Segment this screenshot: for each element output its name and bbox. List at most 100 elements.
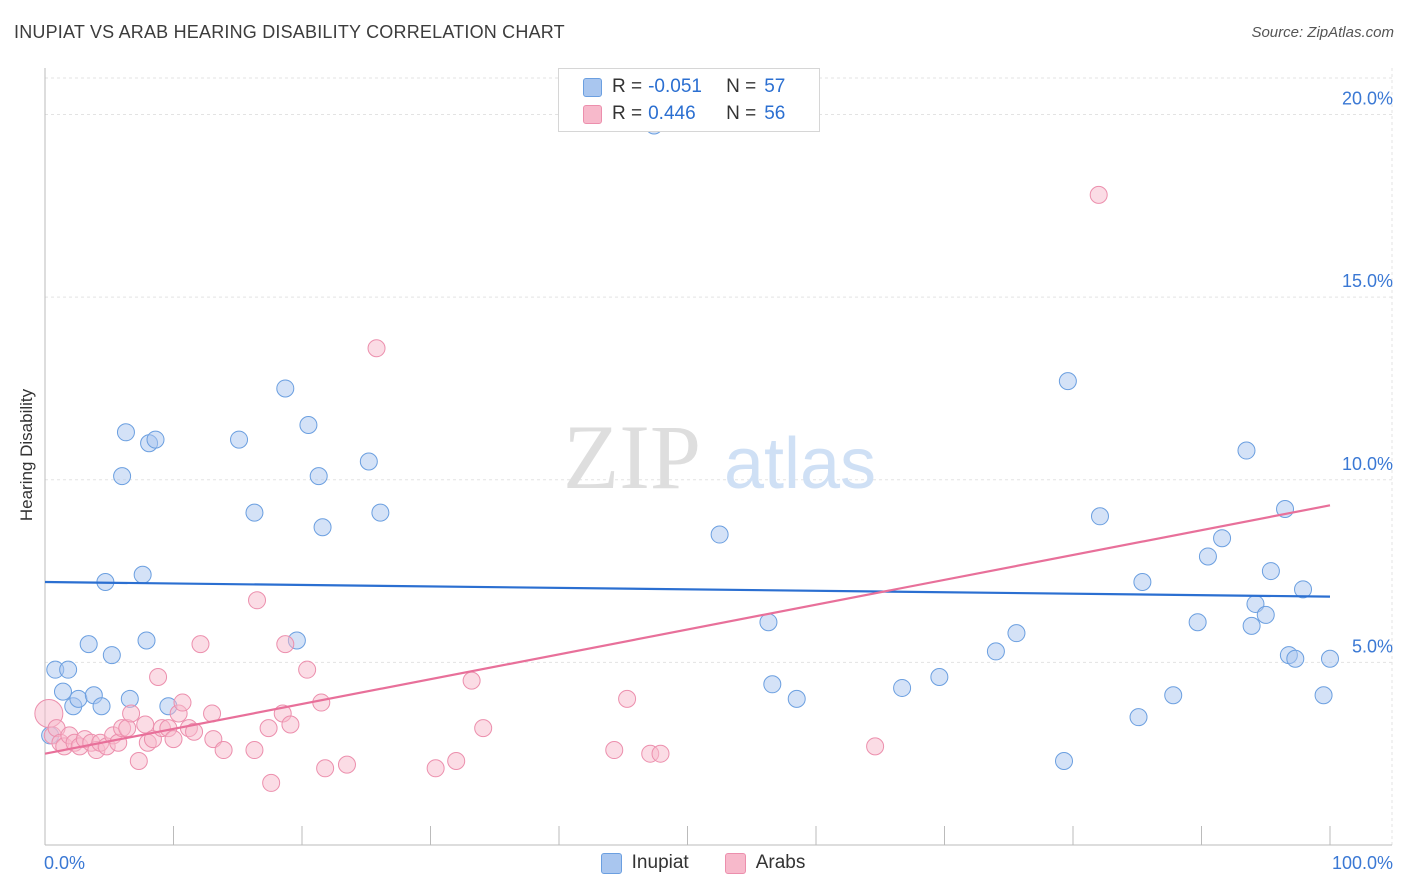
point-arabs — [149, 667, 168, 686]
n-value: 57 — [764, 76, 786, 97]
point-arabs — [281, 715, 300, 734]
watermark-atlas: atlas — [724, 424, 876, 504]
point-inupiat — [1090, 507, 1109, 526]
point-inupiat — [1198, 547, 1217, 566]
point-inupiat — [930, 667, 949, 686]
point-inupiat — [1314, 686, 1333, 705]
point-inupiat — [1261, 562, 1280, 581]
point-inupiat — [1213, 529, 1232, 548]
point-inupiat — [102, 646, 121, 665]
tick-labels: 5.0% 10.0% 15.0% 20.0% 0.0% 100.0% — [44, 89, 1393, 873]
point-inupiat — [1286, 649, 1305, 668]
point-inupiat — [371, 503, 390, 522]
legend-item-inupiat[interactable]: Inupiat — [600, 852, 689, 874]
point-inupiat — [1164, 686, 1183, 705]
grid-lines — [45, 68, 1393, 845]
y-tick-label: 15.0% — [1342, 271, 1393, 291]
x-tick-label-min: 0.0% — [44, 853, 85, 873]
r-value: 0.446 — [648, 103, 696, 124]
n-value: 56 — [764, 103, 786, 124]
legend: Inupiat Arabs — [0, 852, 1406, 874]
point-arabs — [214, 741, 233, 760]
stats-swatch-arabs — [583, 104, 602, 124]
point-inupiat — [133, 565, 152, 584]
stats-row-arabs: R = 0.446 N = 56 — [583, 102, 785, 126]
point-inupiat — [1133, 573, 1152, 592]
point-inupiat — [893, 678, 912, 697]
point-arabs — [337, 755, 356, 774]
chart-title: INUPIAT VS ARAB HEARING DISABILITY CORRE… — [14, 22, 565, 42]
point-arabs — [1089, 185, 1108, 204]
point-arabs — [276, 635, 295, 654]
point-inupiat — [313, 518, 332, 537]
point-inupiat — [230, 430, 249, 449]
point-inupiat — [1242, 616, 1261, 635]
n-label: N = — [726, 76, 757, 97]
point-arabs — [618, 689, 637, 708]
stats-swatch-inupiat — [583, 77, 602, 97]
point-arabs — [447, 751, 466, 770]
point-arabs — [164, 730, 183, 749]
point-inupiat — [1129, 708, 1148, 727]
point-arabs — [651, 744, 670, 763]
point-inupiat — [1294, 580, 1313, 599]
point-arabs — [367, 339, 386, 358]
point-inupiat — [1321, 649, 1339, 668]
point-inupiat — [245, 503, 264, 522]
y-tick-label: 20.0% — [1342, 89, 1393, 109]
point-arabs — [191, 635, 210, 654]
point-arabs — [173, 693, 192, 712]
point-inupiat — [1256, 605, 1275, 624]
point-arabs — [262, 773, 281, 792]
legend-label-arabs: Arabs — [755, 852, 806, 873]
point-inupiat — [92, 697, 111, 716]
point-inupiat — [1055, 751, 1074, 770]
point-inupiat — [787, 689, 806, 708]
point-inupiat — [116, 423, 135, 442]
watermark-zip: ZIP — [563, 406, 701, 508]
y-axis-label: Hearing Disability — [17, 388, 36, 522]
point-inupiat — [146, 430, 165, 449]
point-arabs — [122, 704, 141, 723]
point-arabs — [316, 759, 335, 778]
n-label: N = — [726, 103, 757, 124]
point-inupiat — [309, 467, 328, 486]
point-arabs — [866, 737, 885, 756]
y-tick-label: 10.0% — [1342, 454, 1393, 474]
y-tick-label: 5.0% — [1352, 636, 1393, 656]
point-inupiat — [1237, 441, 1256, 460]
point-inupiat — [759, 613, 778, 632]
point-arabs — [248, 591, 267, 610]
r-label: R = — [612, 103, 643, 124]
point-inupiat — [79, 635, 98, 654]
trend-line-arabs — [44, 504, 1331, 755]
data-points — [34, 116, 1339, 792]
r-value: -0.051 — [648, 76, 702, 97]
point-inupiat — [299, 415, 318, 434]
point-inupiat — [69, 689, 88, 708]
point-inupiat — [359, 452, 378, 471]
point-arabs — [259, 719, 278, 738]
point-inupiat — [53, 682, 72, 701]
point-arabs — [129, 751, 148, 770]
point-arabs — [474, 719, 493, 738]
point-inupiat — [710, 525, 729, 544]
legend-swatch-arabs — [724, 852, 746, 874]
point-inupiat — [1007, 624, 1026, 643]
point-inupiat — [59, 660, 78, 679]
r-label: R = — [612, 76, 643, 97]
x-tick-label-max: 100.0% — [1332, 853, 1393, 873]
point-arabs — [462, 671, 481, 690]
trend-lines — [44, 504, 1331, 755]
point-arabs — [185, 722, 204, 741]
point-inupiat — [137, 631, 156, 650]
point-arabs — [245, 741, 264, 760]
y-axis-label-wrap: Hearing Disability — [17, 323, 37, 521]
point-arabs — [426, 759, 445, 778]
legend-item-arabs[interactable]: Arabs — [724, 852, 806, 874]
stats-row-inupiat: R = -0.051 N = 57 — [583, 75, 785, 99]
point-inupiat — [113, 467, 132, 486]
source-label: Source: ZipAtlas.com — [1251, 24, 1394, 41]
point-arabs — [204, 730, 223, 749]
